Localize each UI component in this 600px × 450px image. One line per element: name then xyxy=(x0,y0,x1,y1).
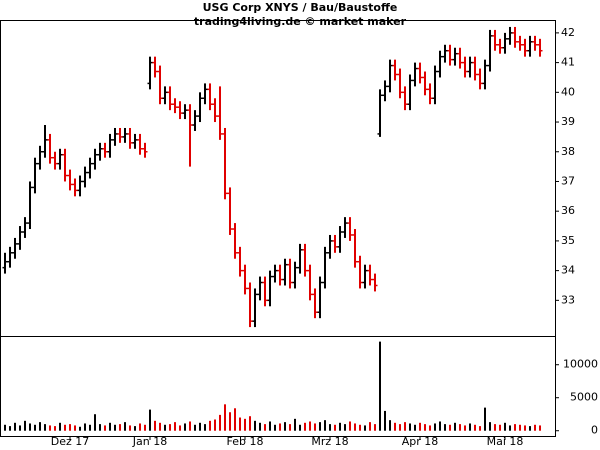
y-tick-label: 33 xyxy=(561,293,575,306)
volume-panel xyxy=(0,336,556,437)
y-tick-label: 35 xyxy=(561,234,575,247)
y-tick-label: 41 xyxy=(561,56,575,69)
y-tick-label: 36 xyxy=(561,204,575,217)
x-tick-label: Feb 18 xyxy=(227,435,264,448)
x-tick-label: Jan 18 xyxy=(132,435,167,448)
volume-y-tick-label: 5000 xyxy=(570,391,598,404)
chart-title: USG Corp XNYS / Bau/Baustoffe xyxy=(203,1,398,14)
y-tick-label: 40 xyxy=(561,85,575,98)
y-tick-label: 34 xyxy=(561,264,575,277)
x-tick-label: Apr 18 xyxy=(402,435,439,448)
volume-y-tick-label: 10000 xyxy=(563,358,598,371)
y-tick-label: 37 xyxy=(561,174,575,187)
y-tick-label: 39 xyxy=(561,115,575,128)
volume-y-tick-label: 0 xyxy=(591,424,598,437)
x-tick-label: Dez 17 xyxy=(51,435,90,448)
price-panel xyxy=(0,20,556,337)
x-tick-label: Mai 18 xyxy=(487,435,524,448)
x-tick-label: Mrz 18 xyxy=(311,435,348,448)
y-tick-label: 42 xyxy=(561,26,575,39)
chart-subtitle: trading4living.de © market maker xyxy=(194,15,407,28)
y-tick-label: 38 xyxy=(561,145,575,158)
